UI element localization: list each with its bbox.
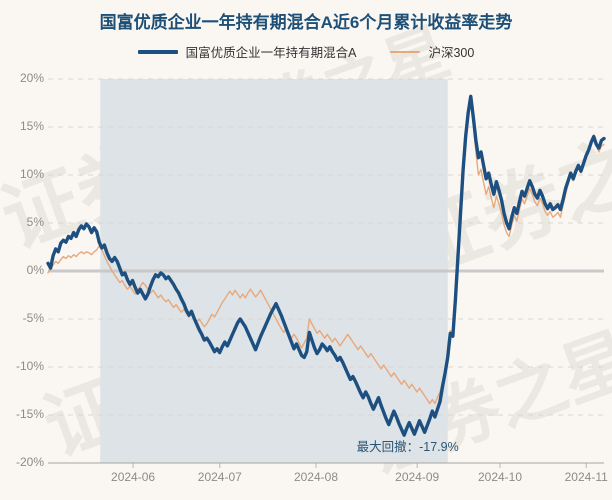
y-tick-label: 15% — [19, 119, 44, 133]
legend-swatch-fund — [137, 49, 178, 54]
y-tick-label: 0% — [26, 263, 44, 277]
legend-swatch-benchmark — [390, 50, 421, 53]
plot-area — [46, 78, 606, 468]
x-tick-label: 2024-09 — [395, 470, 440, 484]
x-tick-label: 2024-07 — [197, 470, 242, 484]
y-tick-label: -20% — [15, 455, 44, 469]
y-tick-label: 5% — [26, 215, 44, 229]
chart-legend: 国富优质企业一年持有期混合A 沪深300 — [0, 42, 612, 61]
y-tick-label: 20% — [19, 71, 44, 85]
y-tick-label: -15% — [15, 407, 44, 421]
x-tick-label: 2024-10 — [477, 470, 523, 484]
series-lines — [46, 94, 606, 437]
legend-label-benchmark: 沪深300 — [428, 46, 475, 60]
legend-item-fund[interactable]: 国富优质企业一年持有期混合A — [137, 42, 357, 61]
legend-item-benchmark[interactable]: 沪深300 — [390, 42, 474, 61]
y-tick-label: -5% — [22, 311, 44, 325]
chart-canvas — [46, 78, 606, 468]
x-tick-label: 2024-11 — [564, 470, 608, 484]
x-tick-label: 2024-06 — [111, 470, 156, 484]
legend-label-fund: 国富优质企业一年持有期混合A — [185, 46, 357, 60]
y-tick-label: 10% — [19, 167, 44, 181]
y-tick-label: -10% — [15, 359, 44, 373]
x-tick-label: 2024-08 — [293, 470, 338, 484]
page-title: 国富优质企业一年持有期混合A近6个月累计收益率走势 — [99, 13, 513, 32]
max-drawdown-annotation: 最大回撤：-17.9% — [356, 439, 459, 454]
fund-line — [46, 94, 606, 437]
